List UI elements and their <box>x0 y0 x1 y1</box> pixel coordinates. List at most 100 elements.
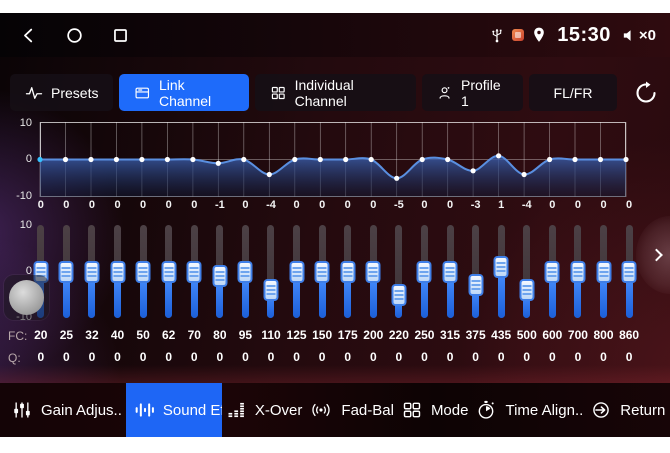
nav-divider-glow <box>0 365 670 383</box>
band-slider[interactable] <box>335 225 361 318</box>
band-q-value: 0 <box>293 350 300 364</box>
band-slider[interactable] <box>258 225 284 318</box>
band-slider[interactable] <box>565 225 591 318</box>
slider-track[interactable] <box>237 225 253 318</box>
slider-thumb[interactable] <box>161 260 177 283</box>
band-gain-value: 0 <box>549 199 556 211</box>
nav-xover[interactable]: X-Over <box>222 383 307 437</box>
slider-thumb[interactable] <box>570 260 586 283</box>
slider-track[interactable] <box>621 225 637 318</box>
slider-thumb[interactable] <box>596 260 611 283</box>
slider-track[interactable] <box>314 225 330 318</box>
slider-thumb[interactable] <box>237 260 253 283</box>
slider-track[interactable] <box>468 225 484 318</box>
floating-touch-ball[interactable] <box>4 275 49 320</box>
nav-label: Return <box>620 401 666 419</box>
slider-track[interactable] <box>110 225 126 318</box>
slider-track[interactable] <box>263 225 279 318</box>
slider-thumb[interactable] <box>110 260 126 283</box>
slider-thumb[interactable] <box>468 274 484 297</box>
slider-thumb[interactable] <box>519 279 535 302</box>
band-slider[interactable] <box>386 225 412 318</box>
nav-mode[interactable]: Mode <box>398 383 473 437</box>
slider-thumb[interactable] <box>84 260 100 283</box>
slider-track[interactable] <box>416 225 432 318</box>
slider-track[interactable] <box>186 225 202 318</box>
band-slider[interactable] <box>105 225 131 318</box>
eq-response-graph[interactable] <box>37 122 629 197</box>
slider-thumb[interactable] <box>391 283 407 306</box>
band-slider[interactable] <box>591 225 617 318</box>
band-slider[interactable] <box>616 225 642 318</box>
nav-return[interactable]: Return <box>587 383 669 437</box>
band-gain-value: 0 <box>319 199 326 211</box>
band-slider[interactable] <box>79 225 105 318</box>
slider-thumb[interactable] <box>289 260 305 283</box>
channel-pair-button[interactable]: FL/FR <box>529 74 617 111</box>
band-slider[interactable] <box>437 225 463 318</box>
band-slider[interactable] <box>361 225 387 318</box>
slider-track[interactable] <box>365 225 381 318</box>
nav-time-align[interactable]: Time Align.. <box>472 383 587 437</box>
band-slider[interactable] <box>130 225 156 318</box>
band-slider[interactable] <box>54 225 80 318</box>
band-gain-value: 0 <box>370 199 377 211</box>
band-slider[interactable] <box>540 225 566 318</box>
slider-fill <box>190 271 198 318</box>
slider-track[interactable] <box>340 225 356 318</box>
slider-track[interactable] <box>212 225 228 318</box>
slider-thumb[interactable] <box>621 260 637 283</box>
slider-thumb[interactable] <box>263 279 279 302</box>
band-slider[interactable] <box>463 225 489 318</box>
band-slider[interactable] <box>156 225 182 318</box>
slider-track[interactable] <box>135 225 151 318</box>
recents-icon[interactable] <box>111 26 130 45</box>
tab-individual-channel[interactable]: Individual Channel <box>255 74 416 111</box>
slider-track[interactable] <box>161 225 177 318</box>
band-q-value: 0 <box>395 350 403 364</box>
band-q-value: 0 <box>37 350 45 364</box>
slider-thumb[interactable] <box>58 260 74 283</box>
band-slider[interactable] <box>233 225 259 318</box>
slider-thumb[interactable] <box>365 260 381 283</box>
band-q-value: 0 <box>446 350 454 364</box>
nav-sound-effect[interactable]: Sound Effec <box>125 383 222 437</box>
nav-fad-bal[interactable]: Fad-Bal <box>306 383 398 437</box>
slider-track[interactable] <box>544 225 560 318</box>
slider-thumb[interactable] <box>544 260 560 283</box>
slider-thumb[interactable] <box>442 260 458 283</box>
slider-track[interactable] <box>391 225 407 318</box>
slider-thumb[interactable] <box>314 260 330 283</box>
home-icon[interactable] <box>65 26 84 45</box>
tab-link-channel[interactable]: Link Channel <box>119 74 250 111</box>
thumb-grip <box>445 266 455 277</box>
tab-presets[interactable]: Presets <box>10 74 114 111</box>
band-slider[interactable] <box>284 225 310 318</box>
slider-track[interactable] <box>596 225 611 318</box>
slider-thumb[interactable] <box>135 260 151 283</box>
band-fc-value: 25 <box>59 328 74 342</box>
back-icon[interactable] <box>19 26 38 45</box>
slider-track[interactable] <box>58 225 74 318</box>
slider-thumb[interactable] <box>340 260 356 283</box>
band-slider[interactable] <box>207 225 233 318</box>
slider-thumb[interactable] <box>416 260 432 283</box>
slider-thumb[interactable] <box>493 255 509 278</box>
slider-track[interactable] <box>519 225 535 318</box>
slider-track[interactable] <box>442 225 458 318</box>
band-slider[interactable] <box>309 225 335 318</box>
slider-thumb[interactable] <box>186 260 202 283</box>
slider-track[interactable] <box>570 225 586 318</box>
reset-button[interactable] <box>632 79 660 107</box>
slider-track[interactable] <box>289 225 305 318</box>
band-slider[interactable] <box>488 225 514 318</box>
band-slider[interactable] <box>514 225 540 318</box>
band-slider[interactable] <box>181 225 207 318</box>
tab-profile[interactable]: Profile 1 <box>421 74 523 111</box>
slider-track[interactable] <box>493 225 509 318</box>
band-slider[interactable] <box>412 225 438 318</box>
band-fc-value: 700 <box>567 328 588 342</box>
slider-thumb[interactable] <box>212 265 228 288</box>
nav-gain-adjust[interactable]: Gain Adjus.. <box>8 383 126 437</box>
slider-track[interactable] <box>84 225 100 318</box>
